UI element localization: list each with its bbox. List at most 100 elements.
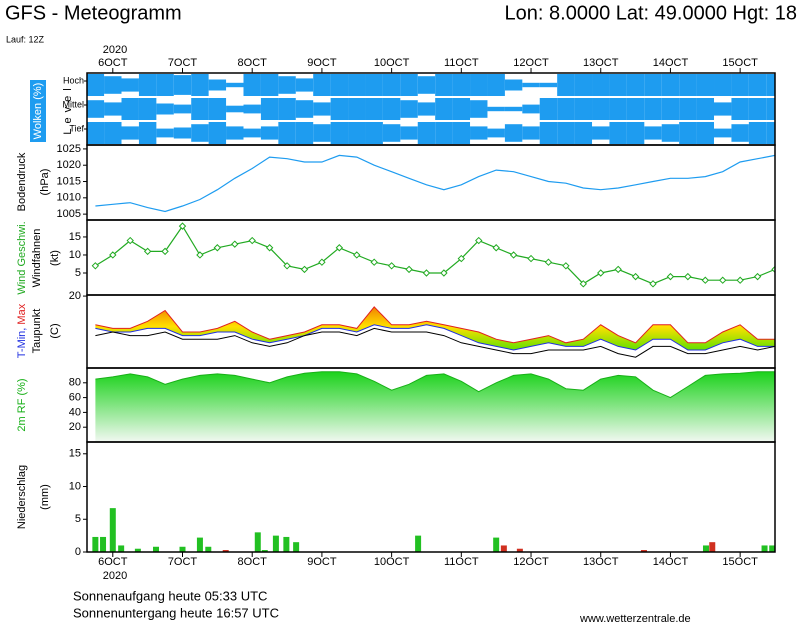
x-tick-label-top: 11OCT	[444, 57, 479, 69]
sunset: Sonnenuntergang heute 16:57 UTC	[73, 605, 279, 620]
temp-label: T-Min, Max	[16, 303, 28, 358]
cloud-cell	[417, 76, 436, 94]
bar	[293, 542, 300, 552]
cloud-cell	[382, 98, 401, 120]
cloud-cell	[661, 74, 680, 96]
marker	[283, 262, 291, 270]
marker	[579, 280, 588, 288]
y-tick-label: 15	[69, 231, 81, 243]
cloud-cell	[696, 98, 715, 120]
cloud-cell	[173, 104, 192, 114]
cloud-cell	[766, 122, 775, 144]
marker	[300, 265, 309, 274]
cloud-cell	[313, 124, 331, 142]
area	[95, 371, 775, 442]
cloud-cell	[295, 78, 314, 92]
cloud-cell	[592, 98, 610, 120]
cloud-cell	[226, 82, 244, 88]
cloud-cell	[574, 98, 593, 120]
x-tick-label-top: 15OCT	[722, 57, 758, 69]
cloud-cell	[661, 124, 680, 142]
bar	[709, 542, 716, 552]
cloud-cell	[609, 74, 627, 96]
bar	[254, 532, 261, 552]
cloud-cell	[104, 102, 122, 116]
bar	[205, 546, 212, 552]
cloud-cell	[330, 74, 349, 96]
cloud-cell	[295, 122, 314, 144]
x-tick-label-bottom: 6OCT	[98, 556, 128, 568]
cloud-cell	[208, 98, 227, 120]
cloud-cell	[714, 128, 732, 138]
x-tick-label-top: 7OCT	[168, 57, 198, 69]
cloud-cell	[539, 98, 558, 120]
cloud-cell	[417, 122, 436, 144]
run-label: Lauf: 12Z	[6, 34, 45, 44]
rh-label: 2m RF (%)	[16, 378, 28, 431]
cloud-cell	[104, 76, 122, 94]
marker	[231, 240, 239, 248]
cloud-cell	[348, 122, 366, 144]
x-tick-label-bottom: 14OCT	[653, 556, 689, 568]
marker	[509, 251, 518, 259]
x-tick-label-top: 6OCT	[98, 57, 128, 69]
cloud-cell	[226, 126, 244, 140]
marker	[109, 251, 117, 259]
y-tick-label: 5	[75, 513, 81, 525]
cloud-cell	[121, 126, 139, 140]
cloud-cell	[731, 124, 749, 142]
cloud-cell	[522, 126, 540, 140]
y-tick-label: 10	[69, 249, 81, 261]
panel-frame	[86, 144, 776, 221]
marker	[475, 236, 483, 245]
cloud-cell	[679, 122, 697, 144]
cloud-cell	[644, 126, 662, 140]
cloud-cell	[644, 74, 662, 96]
cloud-cell	[487, 74, 505, 96]
y-tick-label: 1010	[57, 192, 81, 204]
line	[95, 324, 775, 351]
x-tick-label-top: 13OCT	[583, 57, 619, 69]
cloud-cell	[138, 98, 157, 120]
y-tick-label: 0	[75, 546, 81, 558]
marker	[405, 265, 413, 274]
cloud-cell	[87, 100, 105, 118]
cloud-cell	[121, 98, 139, 120]
x-tick-label-bottom: 7OCT	[168, 556, 198, 568]
level-label: Level	[62, 83, 74, 134]
cloud-label-box	[30, 80, 46, 142]
cloud-cell	[661, 98, 680, 120]
cloud-cell	[609, 122, 627, 144]
bar	[100, 536, 107, 552]
cloud-cell	[104, 122, 122, 144]
cloud-cell	[626, 122, 645, 144]
cloud-cell	[470, 100, 488, 118]
marker	[91, 262, 100, 270]
marker	[701, 276, 710, 284]
cloud-cell	[452, 74, 471, 96]
bar	[761, 545, 768, 552]
cloud-cell	[504, 79, 523, 91]
bar	[769, 545, 775, 552]
marker	[370, 258, 378, 266]
line	[95, 306, 775, 344]
level-name: Tief	[69, 123, 84, 133]
cloud-cell	[87, 74, 105, 96]
marker	[213, 244, 222, 252]
cloud-cell	[504, 106, 523, 112]
cloud-cell	[348, 98, 366, 120]
bar	[118, 545, 125, 552]
year-bottom: 2020	[103, 570, 127, 582]
x-tick-label-bottom: 8OCT	[238, 556, 268, 568]
panel-frame	[86, 441, 776, 553]
cloud-cell	[574, 122, 593, 144]
cloud-cell	[365, 122, 383, 144]
precip-unit: (mm)	[39, 484, 51, 510]
cloud-cell	[243, 74, 261, 96]
cloud-cell	[313, 74, 331, 96]
level-name: Mittel	[62, 99, 84, 109]
wind-label: Wind Geschwi.	[16, 221, 28, 294]
precip-label: Niederschlag	[16, 465, 28, 529]
marker	[126, 236, 134, 245]
cloud-cell	[592, 126, 610, 140]
